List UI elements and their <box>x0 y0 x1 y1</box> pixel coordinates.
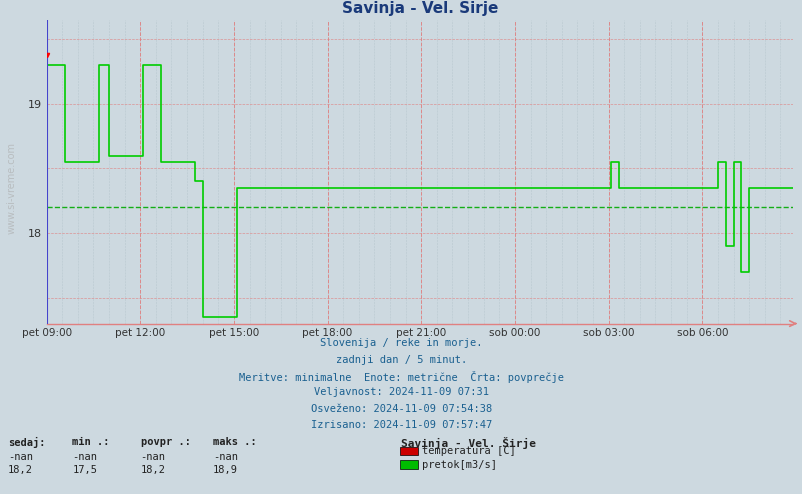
Text: Veljavnost: 2024-11-09 07:31: Veljavnost: 2024-11-09 07:31 <box>314 387 488 397</box>
Text: Izrisano: 2024-11-09 07:57:47: Izrisano: 2024-11-09 07:57:47 <box>310 420 492 430</box>
Text: povpr .:: povpr .: <box>140 437 190 447</box>
Text: 17,5: 17,5 <box>72 465 97 475</box>
Text: -nan: -nan <box>213 452 237 462</box>
Text: Slovenija / reke in morje.: Slovenija / reke in morje. <box>320 338 482 348</box>
Text: min .:: min .: <box>72 437 110 447</box>
Title: Savinja - Vel. Širje: Savinja - Vel. Širje <box>342 0 497 16</box>
Text: Osveženo: 2024-11-09 07:54:38: Osveženo: 2024-11-09 07:54:38 <box>310 404 492 413</box>
Text: www.si-vreme.com: www.si-vreme.com <box>6 142 16 234</box>
Text: 18,2: 18,2 <box>140 465 165 475</box>
Text: 18,9: 18,9 <box>213 465 237 475</box>
Text: -nan: -nan <box>140 452 165 462</box>
Text: zadnji dan / 5 minut.: zadnji dan / 5 minut. <box>335 355 467 365</box>
Text: temperatura [C]: temperatura [C] <box>421 446 515 456</box>
Text: sedaj:: sedaj: <box>8 437 46 448</box>
Text: pretok[m3/s]: pretok[m3/s] <box>421 460 496 470</box>
Text: maks .:: maks .: <box>213 437 256 447</box>
Text: -nan: -nan <box>72 452 97 462</box>
Text: 18,2: 18,2 <box>8 465 33 475</box>
Text: Savinja - Vel. Širje: Savinja - Vel. Širje <box>401 437 536 449</box>
Text: -nan: -nan <box>8 452 33 462</box>
Text: Meritve: minimalne  Enote: metrične  Črta: povprečje: Meritve: minimalne Enote: metrične Črta:… <box>239 371 563 383</box>
